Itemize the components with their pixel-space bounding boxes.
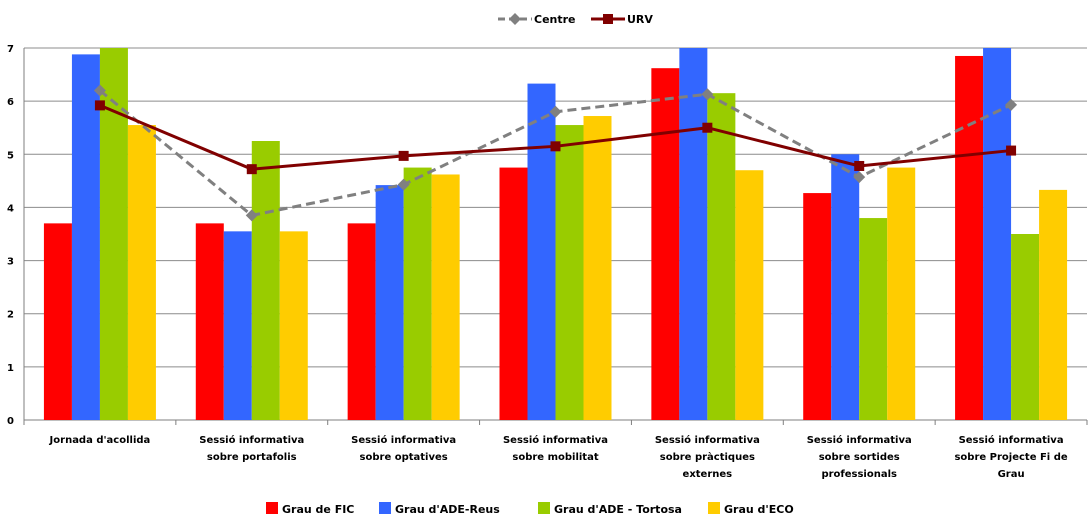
- legend-label: Grau d'ECO: [724, 503, 794, 516]
- legend-label: Grau d'ADE - Tortosa: [554, 503, 682, 516]
- legend-label: Grau d'ADE-Reus: [395, 503, 500, 516]
- bar: [955, 55, 984, 420]
- bar: [43, 223, 72, 420]
- bar: [803, 193, 832, 420]
- legend-marker: [603, 14, 613, 24]
- bar: [251, 141, 280, 420]
- line-point: [245, 209, 258, 222]
- y-tick-label: 7: [7, 44, 14, 55]
- line-point: [549, 105, 562, 118]
- x-tick-label: sobre pràctiques: [660, 451, 755, 463]
- bar: [403, 167, 432, 420]
- legend-label: Centre: [534, 13, 576, 26]
- x-tick-label: sobre sortides: [819, 452, 900, 463]
- legend-swatch: [266, 502, 278, 514]
- line-point: [701, 88, 714, 101]
- x-tick-label: Sessió informativa: [351, 434, 456, 446]
- bar: [375, 185, 404, 420]
- line-point: [854, 160, 865, 171]
- line-point: [550, 141, 561, 152]
- bar: [71, 54, 100, 421]
- y-tick-label: 6: [7, 97, 14, 108]
- x-tick-label: Sessió informativa: [199, 434, 304, 446]
- x-tick-label: Sessió informativa: [503, 434, 608, 446]
- bar: [831, 154, 860, 421]
- x-tick-label: Sessió informativa: [807, 434, 912, 446]
- x-tick-label: sobre Projecte Fi de: [954, 452, 1067, 463]
- legend-swatch: [708, 502, 720, 514]
- y-tick-label: 5: [7, 150, 14, 161]
- x-tick-label: Jornada d'acollida: [49, 435, 151, 446]
- bar: [651, 68, 680, 421]
- bar: [499, 167, 528, 420]
- line-point: [702, 122, 713, 133]
- x-tick-label: Grau: [998, 469, 1025, 480]
- bar: [735, 170, 764, 420]
- bar: [127, 125, 156, 421]
- y-tick-label: 4: [7, 203, 14, 214]
- line-point: [93, 84, 106, 97]
- x-tick-label: sobre mobilitat: [512, 452, 598, 463]
- legend-label: URV: [627, 13, 653, 26]
- bar: [555, 125, 584, 421]
- bar: [223, 231, 252, 420]
- y-tick-label: 3: [7, 257, 14, 268]
- line-point: [397, 178, 410, 191]
- line-point: [398, 150, 409, 161]
- legend-label: Grau de FIC: [282, 503, 354, 516]
- bar: [859, 218, 888, 420]
- line-point: [1005, 98, 1018, 111]
- line-point: [1006, 145, 1017, 156]
- y-tick-label: 2: [7, 310, 14, 321]
- x-tick-label: Sessió informativa: [655, 434, 760, 446]
- x-tick-label: externes: [683, 469, 733, 480]
- y-tick-label: 0: [7, 416, 14, 427]
- bar: [679, 48, 708, 420]
- bar: [527, 83, 556, 420]
- bar: [583, 116, 612, 420]
- x-tick-label: professionals: [821, 469, 897, 480]
- bar: [1039, 189, 1068, 420]
- bar: [431, 174, 460, 420]
- bar: [279, 231, 308, 420]
- bar: [1011, 234, 1040, 420]
- line-point: [94, 100, 105, 111]
- legend-swatch: [379, 502, 391, 514]
- bar: [707, 93, 736, 421]
- x-tick-label: Sessió informativa: [959, 434, 1064, 446]
- y-tick-label: 1: [7, 363, 14, 374]
- line-point: [246, 164, 257, 175]
- bar: [347, 223, 376, 420]
- line-point: [853, 171, 866, 184]
- x-tick-label: sobre optatives: [360, 452, 448, 463]
- legend-marker: [509, 13, 521, 25]
- bar: [195, 223, 224, 420]
- bar: [887, 167, 916, 420]
- legend-swatch: [538, 502, 550, 514]
- x-tick-label: sobre portafolis: [207, 452, 297, 463]
